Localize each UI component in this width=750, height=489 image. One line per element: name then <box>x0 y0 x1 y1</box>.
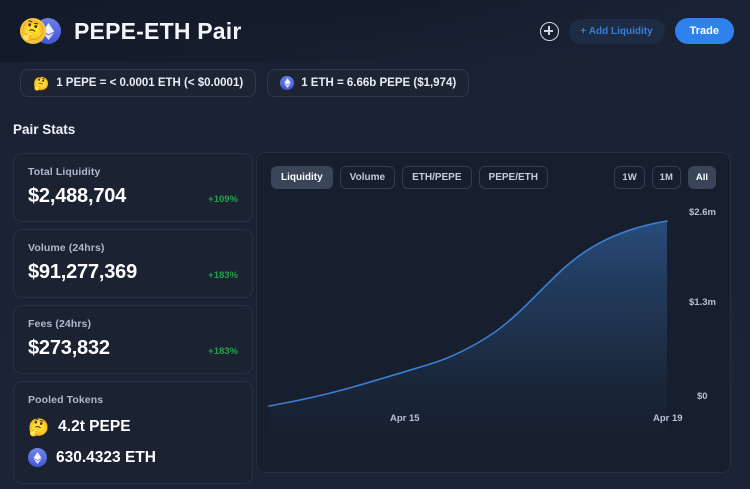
chart-area-fill <box>269 221 667 433</box>
stat-value: $91,277,369 <box>28 261 138 283</box>
range-button-all[interactable]: All <box>687 166 716 189</box>
stat-value: $2,488,704 <box>28 185 127 207</box>
pepe-thinking-face-icon: 🤔 <box>33 75 50 91</box>
price-pill-eth[interactable]: 1 ETH = 6.66b PEPE ($1,974) <box>267 69 470 97</box>
stat-label: Fees (24hrs) <box>28 318 92 330</box>
liquidity-area-chart[interactable]: $2.6m $1.3m $0 Apr 15 Apr 19 <box>257 201 732 474</box>
y-tick-label: $1.3m <box>689 297 716 308</box>
pooled-token-row-pepe: 🤔 4.2t PEPE <box>28 418 238 436</box>
stat-card-fees-24hrs: Fees (24hrs) $273,832 +183% <box>13 305 253 374</box>
price-pill-pepe-label: 1 PEPE = < 0.0001 ETH (< $0.0001) <box>56 77 244 89</box>
ethereum-icon <box>280 76 295 90</box>
stat-row: $2,488,704 +109% <box>28 185 238 208</box>
pair-stats-heading: Pair Stats <box>13 122 76 137</box>
chart-range-buttons: 1W 1M All <box>614 166 716 189</box>
page-title: PEPE-ETH Pair <box>74 17 242 44</box>
tab-liquidity[interactable]: Liquidity <box>271 166 333 189</box>
range-button-1m[interactable]: 1M <box>651 166 681 189</box>
chart-panel: Liquidity Volume ETH/PEPE PEPE/ETH 1W 1M… <box>256 152 731 473</box>
ethereum-icon <box>28 448 47 467</box>
add-liquidity-button[interactable]: + Add Liquidity <box>568 18 665 44</box>
tab-eth-pepe[interactable]: ETH/PEPE <box>402 166 472 189</box>
pooled-token-amount: 630.4323 ETH <box>56 448 156 466</box>
header-actions: + Add Liquidity Trade <box>539 18 734 44</box>
chart-y-axis: $2.6m $1.3m $0 <box>679 201 734 474</box>
pair-stats-list: Total Liquidity $2,488,704 +109% Volume … <box>13 153 253 489</box>
stat-change-badge: +109% <box>208 194 238 205</box>
chart-x-axis: Apr 15 Apr 19 <box>257 201 732 474</box>
stat-label: Total Liquidity <box>28 166 101 178</box>
stat-row: $91,277,369 +183% <box>28 261 238 284</box>
range-button-1w[interactable]: 1W <box>614 166 645 189</box>
stat-change-badge: +183% <box>208 346 238 357</box>
stat-label: Pooled Tokens <box>28 394 104 406</box>
stat-card-volume-24hrs: Volume (24hrs) $91,277,369 +183% <box>13 229 253 298</box>
stat-row: $273,832 +183% <box>28 337 238 360</box>
page-header: 🤔 PEPE-ETH Pair + Add Liquidity Trade <box>0 0 750 62</box>
plus-circle-icon[interactable] <box>539 21 559 41</box>
price-pill-pepe[interactable]: 🤔 1 PEPE = < 0.0001 ETH (< $0.0001) <box>20 69 257 97</box>
stat-change-badge: +183% <box>208 270 238 281</box>
stat-value: $273,832 <box>28 337 110 359</box>
pooled-token-row-eth: 630.4323 ETH <box>28 448 238 467</box>
pepe-thinking-face-icon: 🤔 <box>28 417 50 437</box>
stat-card-total-liquidity: Total Liquidity $2,488,704 +109% <box>13 153 253 222</box>
stat-label: Volume (24hrs) <box>28 242 105 254</box>
chart-svg <box>268 220 668 433</box>
y-tick-label: $0 <box>697 391 708 402</box>
stat-card-pooled-tokens: Pooled Tokens 🤔 4.2t PEPE 630.4323 ETH <box>13 381 253 484</box>
chart-toolbar: Liquidity Volume ETH/PEPE PEPE/ETH 1W 1M… <box>257 153 730 189</box>
y-tick-label: $2.6m <box>689 207 716 218</box>
pooled-token-amount: 4.2t PEPE <box>58 418 131 435</box>
x-tick-label: Apr 19 <box>653 413 683 424</box>
chart-line <box>268 220 668 407</box>
pair-token-icons: 🤔 <box>20 16 66 46</box>
tab-pepe-eth[interactable]: PEPE/ETH <box>478 166 548 189</box>
pepe-thinking-face-icon: 🤔 <box>20 18 46 44</box>
price-pill-eth-label: 1 ETH = 6.66b PEPE ($1,974) <box>301 77 457 89</box>
tab-volume[interactable]: Volume <box>339 166 396 189</box>
x-tick-label: Apr 15 <box>390 413 420 424</box>
price-pill-group: 🤔 1 PEPE = < 0.0001 ETH (< $0.0001) 1 ET… <box>20 69 470 97</box>
trade-button[interactable]: Trade <box>674 18 734 44</box>
chart-metric-tabs: Liquidity Volume ETH/PEPE PEPE/ETH <box>271 166 548 189</box>
